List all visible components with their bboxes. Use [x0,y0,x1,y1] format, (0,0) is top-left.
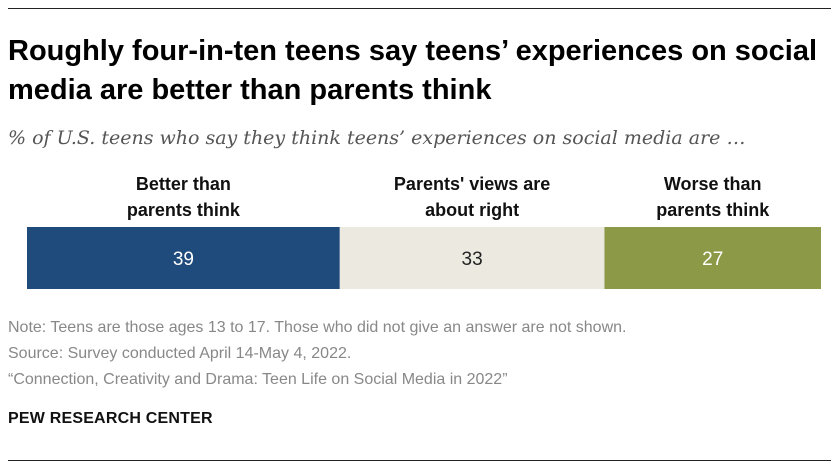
chart-subtitle: % of U.S. teens who say they think teens… [8,127,746,149]
bar-segment-better-than-parents-think [27,227,340,289]
data-label-parents-views-are-about-right: 33 [462,249,483,270]
data-label-better-than-parents-think: 39 [173,249,194,270]
org-name: PEW RESEARCH CENTER [8,410,213,427]
data-label-worse-than-parents-think: 27 [702,249,723,270]
notes-block: Note: Teens are those ages 13 to 17. Tho… [8,315,832,393]
category-label-better-than-parents-think-line-1: Better than [136,174,231,194]
category-label-worse-than-parents-think-line-2: parents think [656,200,770,220]
category-label-parents-views-are-about-right-line-2: about right [425,200,519,220]
report-title: “Connection, Creativity and Drama: Teen … [8,371,508,388]
chart-svg: 39 Better than parents think 33 Parents' vie… [27,174,821,289]
bar-segment-worse-than-parents-think [604,227,821,289]
bar-segment-parents-views-are-about-right [339,227,605,289]
top-rule [8,8,831,9]
stacked-bar-chart: 39 Better than parents think 33 Parents' vie… [0,170,840,295]
category-label-parents-views-are-about-right-line-1: Parents' views are [394,174,550,194]
source-text: Source: Survey conducted April 14-May 4,… [8,345,352,362]
category-label-worse-than-parents-think-line-1: Worse than [664,174,762,194]
category-label-better-than-parents-think-line-2: parents think [127,200,241,220]
chart-title: Roughly four-in-ten teens say teens’ exp… [8,35,818,106]
bottom-rule [8,460,831,461]
note-text: Note: Teens are those ages 13 to 17. Tho… [8,319,627,336]
